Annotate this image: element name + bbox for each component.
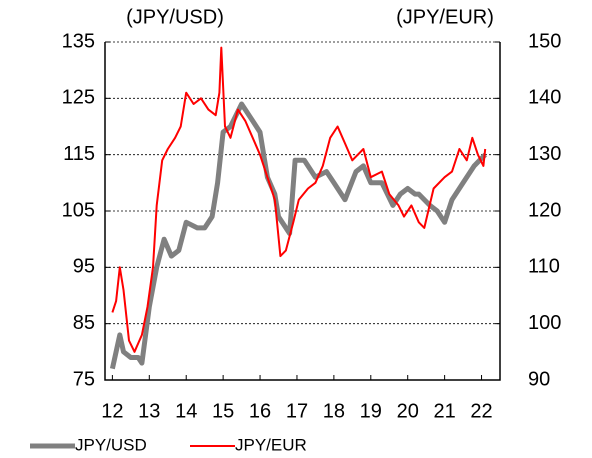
x-tick-label: 15 xyxy=(212,400,234,422)
y-tick-label: 125 xyxy=(62,87,95,109)
y-tick-label: 85 xyxy=(73,312,95,334)
x-tick-label: 22 xyxy=(470,400,492,422)
legend-label: JPY/USD xyxy=(75,435,147,454)
x-tick-label: 12 xyxy=(101,400,123,422)
x-tick-label: 20 xyxy=(397,400,419,422)
y2-tick-label: 130 xyxy=(528,143,561,165)
y-tick-label: 105 xyxy=(62,199,95,221)
series-line xyxy=(109,101,487,370)
x-tick-label: 21 xyxy=(434,400,456,422)
x-tick-label: 19 xyxy=(360,400,382,422)
x-tick-label: 17 xyxy=(286,400,308,422)
legend-label: JPY/EUR xyxy=(235,435,307,454)
y-tick-label: 135 xyxy=(62,30,95,52)
x-tick-label: 14 xyxy=(175,400,197,422)
y-axis-label: (JPY/USD) xyxy=(126,6,224,28)
axes xyxy=(104,42,501,381)
y-tick-label: 95 xyxy=(73,256,95,278)
y2-tick-label: 120 xyxy=(528,199,561,221)
y2-tick-label: 140 xyxy=(528,87,561,109)
y2-tick-label: 110 xyxy=(528,256,560,278)
y2-tick-label: 100 xyxy=(528,312,561,334)
series-line xyxy=(111,46,487,353)
x-tick-label: 16 xyxy=(249,400,271,422)
y-tick-label: 75 xyxy=(73,368,95,390)
y2-tick-label: 90 xyxy=(528,368,550,390)
y2-tick-label: 150 xyxy=(528,30,561,52)
x-tick-label: 13 xyxy=(138,400,160,422)
x-tick-label: 18 xyxy=(323,400,345,422)
y-tick-label: 115 xyxy=(63,143,95,165)
y2-axis-label: (JPY/EUR) xyxy=(396,6,494,28)
